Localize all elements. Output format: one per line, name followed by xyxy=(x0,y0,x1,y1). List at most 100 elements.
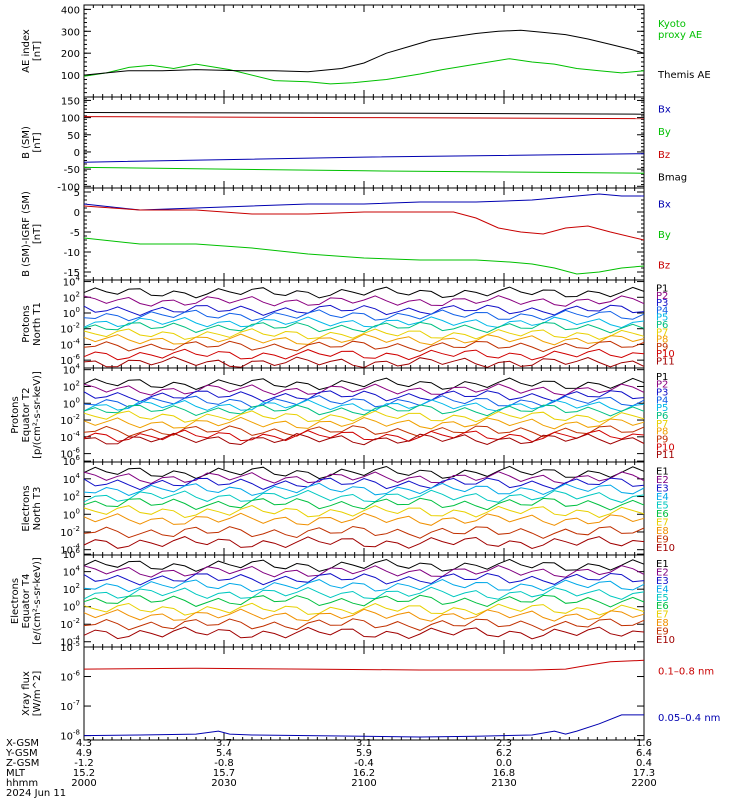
orbit-row-label: X-GSM xyxy=(6,738,39,749)
elecT4-channel-label: E8 xyxy=(656,618,669,629)
elecT3-channel-line xyxy=(83,504,645,519)
xray-ytick-label: 10-5 xyxy=(60,640,80,654)
orbit-value: 1.6 xyxy=(636,738,652,749)
orbit-value: -1.2 xyxy=(74,758,94,769)
protT1-channel-line xyxy=(83,316,645,329)
orbit-value: 3.1 xyxy=(356,738,372,749)
elecT4-ytick-label: 10-2 xyxy=(60,617,80,631)
protT2-channel-label: P5 xyxy=(656,403,668,414)
orbit-value: 4.9 xyxy=(76,748,92,759)
protT2-channel-line xyxy=(83,432,645,446)
bigrf-ytick-label: 0 xyxy=(74,208,80,219)
elecT4-channel-line xyxy=(83,558,645,572)
bigrf-legend-label: Bx xyxy=(658,199,671,210)
protT1-ytick-label: 100 xyxy=(63,306,80,320)
protT1-channel-line xyxy=(83,304,645,317)
xray-legend-label: 0.1–0.8 nm xyxy=(658,666,714,677)
protT1-channel-line xyxy=(83,321,645,334)
elecT3-channel-label: E5 xyxy=(656,500,669,511)
xray-frame xyxy=(83,646,645,741)
bsm-series-line xyxy=(83,112,645,115)
protT2-channel-label: P1 xyxy=(656,372,668,383)
elecT3-ytick-label: 10-2 xyxy=(60,525,80,539)
protT1-channel-label: P5 xyxy=(656,313,668,324)
orbit-value: 2000 xyxy=(71,778,96,789)
elecT3-channel-line xyxy=(83,465,645,480)
bigrf-ylabel: B (SM)-IGRF (SM)[nT] xyxy=(21,191,43,277)
ae-series-line xyxy=(83,29,645,76)
elecT3-channel-label: E3 xyxy=(656,483,669,494)
bigrf-series-line xyxy=(83,237,645,275)
elecT4-channel-label: E6 xyxy=(656,601,669,612)
xray-ytick-label: 10-7 xyxy=(60,699,80,713)
bsm-legend-label: Bmag xyxy=(658,173,687,184)
bigrf-frame xyxy=(83,187,645,281)
xray-series-line xyxy=(83,714,644,738)
orbit-value: 0.0 xyxy=(496,758,512,769)
protT2-ylabel: ProtonsEquator T2[p/(cm²-s-sr-keV)] xyxy=(10,371,43,459)
ae-legend-label: Themis AE xyxy=(657,70,711,81)
protT2-channel-label: P4 xyxy=(656,395,668,406)
elecT4-channel-label: E1 xyxy=(656,559,669,570)
protT2-channel-label: P9 xyxy=(656,434,668,445)
protT2-channel-line xyxy=(83,399,645,412)
elecT4-ytick-label: 106 xyxy=(63,547,81,561)
elecT3-ytick-label: 100 xyxy=(63,507,80,521)
protT2-channel-label: P6 xyxy=(656,411,668,422)
bsm-ylabel: B (SM)[nT] xyxy=(21,126,43,159)
protT2-channel-label: P8 xyxy=(656,427,668,438)
bsm-legend-label: Bz xyxy=(658,150,670,161)
xray-series-line xyxy=(83,659,645,671)
elecT4-channel-label: E4 xyxy=(656,584,669,595)
protT2-channel-label: P10 xyxy=(656,442,675,453)
elecT4-channel-label: E10 xyxy=(656,635,675,646)
protT2-ytick-label: 10-2 xyxy=(60,413,80,427)
elecT3-channel-line xyxy=(83,536,645,550)
elecT3-channel-label: E10 xyxy=(656,543,675,554)
orbit-row-label: hhmm xyxy=(6,778,38,789)
elecT4-ytick-label: 10-4 xyxy=(60,635,80,649)
orbit-value: 2130 xyxy=(491,778,516,789)
ae-ytick-label: 200 xyxy=(61,49,80,60)
xray-ytick-label: 10-8 xyxy=(60,729,80,743)
protT1-channel-label: P10 xyxy=(656,349,675,360)
elecT4-channel-label: E5 xyxy=(656,593,669,604)
orbit-value: 5.4 xyxy=(216,748,232,759)
bsm-series-line xyxy=(83,153,645,163)
ae-ylabel: AE index[nT] xyxy=(21,29,43,73)
elecT3-channel-line xyxy=(83,471,645,485)
orbit-value: -0.8 xyxy=(214,758,234,769)
orbit-value: 15.7 xyxy=(213,768,235,779)
bsm-series-line xyxy=(83,116,645,120)
protT2-channel-line xyxy=(83,429,645,443)
protT1-ytick-label: 104 xyxy=(63,275,81,289)
elecT3-channel-line xyxy=(83,512,645,526)
ae-legend-label: proxy AE xyxy=(658,30,702,41)
protT1-ytick-label: 10-6 xyxy=(60,353,80,367)
protT1-channel-label: P6 xyxy=(656,320,668,331)
bsm-series-line xyxy=(83,166,645,174)
elecT4-channel-line xyxy=(83,564,645,578)
protT2-channel-label: P2 xyxy=(656,380,668,391)
protT1-channel-label: P9 xyxy=(656,342,668,353)
elecT4-channel-line xyxy=(83,594,645,608)
elecT4-channel-line xyxy=(83,579,645,593)
bsm-frame xyxy=(83,96,645,189)
protT1-channel-line xyxy=(83,295,645,307)
bsm-legend-label: By xyxy=(658,127,671,138)
orbit-value: 0.4 xyxy=(636,758,652,769)
ae-ytick-label: 300 xyxy=(61,27,80,38)
xray-ytick-label: 10-6 xyxy=(60,670,80,684)
protT2-channel-label: P11 xyxy=(656,450,675,461)
elecT3-channel-label: E8 xyxy=(656,526,669,537)
elecT3-channel-label: E6 xyxy=(656,509,669,520)
protT2-channel-line xyxy=(83,416,645,430)
protT2-channel-line xyxy=(83,383,645,396)
protT1-channel-label: P11 xyxy=(656,356,675,367)
orbit-value: 5.9 xyxy=(356,748,372,759)
protT2-ytick-label: 104 xyxy=(63,363,81,377)
bigrf-ytick-label: -10 xyxy=(64,248,80,259)
protT1-channel-line xyxy=(83,286,645,299)
protT2-channel-label: P7 xyxy=(656,419,668,430)
elecT4-ytick-label: 102 xyxy=(63,582,80,596)
